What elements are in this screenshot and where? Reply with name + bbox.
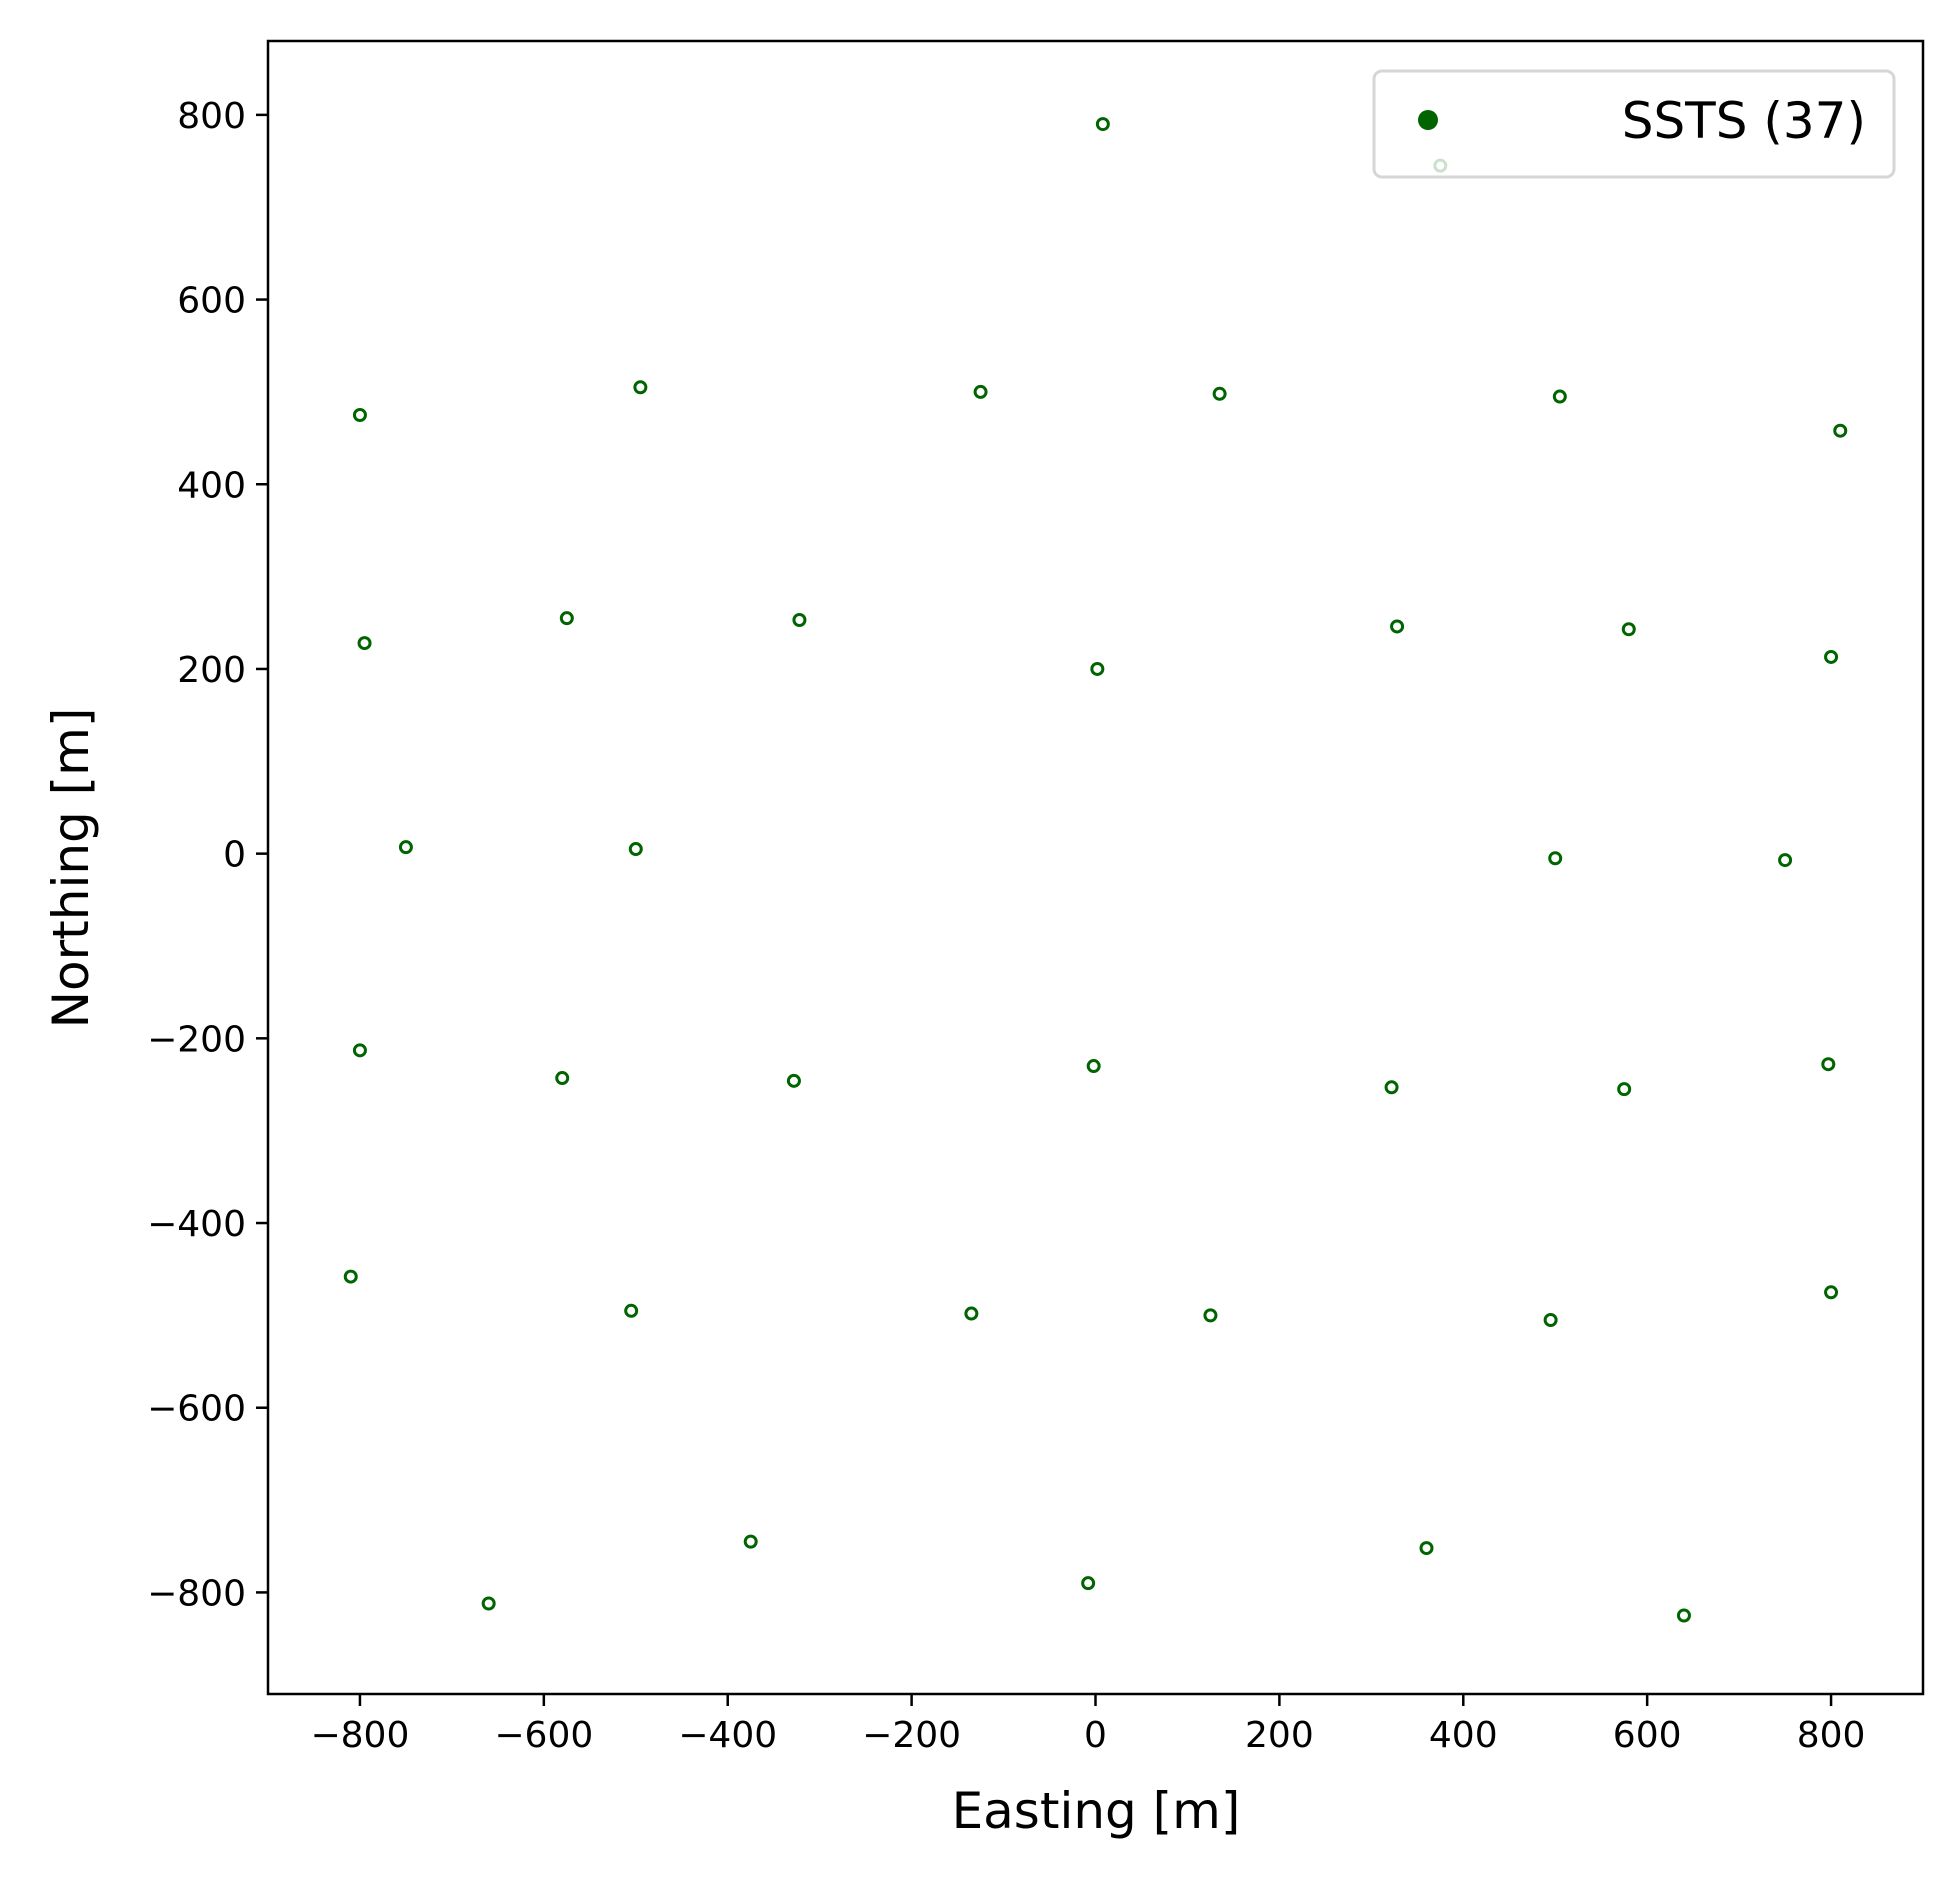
data-point xyxy=(624,1303,639,1318)
legend-frame xyxy=(1372,69,1896,179)
y-axis: −800 −600 −400 −200 0 200 400 600 800 xyxy=(147,96,268,1614)
legend: SSTS (37) xyxy=(1372,69,1896,179)
data-point xyxy=(1617,1082,1632,1097)
data-point xyxy=(964,1306,979,1321)
y-tick-label: 800 xyxy=(177,96,246,137)
legend-marker xyxy=(1418,110,1438,130)
data-point xyxy=(1384,1080,1399,1095)
x-tick-label: −400 xyxy=(678,1715,777,1756)
x-tick-label: 0 xyxy=(1084,1715,1107,1756)
y-axis-title: Northing [m] xyxy=(42,708,100,1029)
data-point xyxy=(786,1073,801,1088)
data-point xyxy=(1833,423,1848,438)
data-point xyxy=(343,1269,358,1284)
x-tick-label: 800 xyxy=(1797,1715,1866,1756)
y-tick-label: 400 xyxy=(177,465,246,506)
legend-label: SSTS (37) xyxy=(1622,92,1866,150)
data-point xyxy=(352,408,367,423)
data-point xyxy=(1390,619,1405,634)
data-point xyxy=(1203,1308,1218,1323)
data-point xyxy=(1095,117,1110,132)
data-point xyxy=(1621,622,1636,637)
y-tick-label: −200 xyxy=(147,1019,246,1060)
x-tick-label: −600 xyxy=(494,1715,593,1756)
y-tick-label: −400 xyxy=(147,1204,246,1245)
data-point xyxy=(555,1071,570,1086)
y-tick-label: 200 xyxy=(177,650,246,691)
y-tick-label: 600 xyxy=(177,281,246,322)
data-point xyxy=(628,842,643,857)
data-point xyxy=(1543,1312,1558,1327)
data-point xyxy=(1086,1059,1101,1074)
y-tick-label: −600 xyxy=(147,1389,246,1430)
data-point xyxy=(1212,386,1227,401)
x-tick-label: −800 xyxy=(310,1715,409,1756)
data-point xyxy=(357,636,372,651)
data-point xyxy=(1552,389,1567,404)
data-point xyxy=(1778,853,1793,868)
data-point xyxy=(352,1043,367,1058)
x-tick-label: 200 xyxy=(1245,1715,1314,1756)
x-tick-label: 600 xyxy=(1613,1715,1682,1756)
data-point xyxy=(1676,1608,1691,1623)
x-tick-label: 400 xyxy=(1429,1715,1498,1756)
data-point xyxy=(743,1534,758,1549)
x-tick-label: −200 xyxy=(862,1715,961,1756)
data-point xyxy=(1824,1285,1839,1300)
data-point xyxy=(1548,851,1563,866)
x-axis: −800 −600 −400 −200 0 200 400 600 800 xyxy=(310,1694,1865,1756)
x-axis-title: Easting [m] xyxy=(952,1782,1241,1840)
y-tick-label: 0 xyxy=(223,835,246,876)
data-point xyxy=(1419,1541,1434,1556)
y-tick-label: −800 xyxy=(147,1573,246,1614)
data-point xyxy=(1824,649,1839,664)
data-point xyxy=(633,380,648,395)
points-layer xyxy=(343,117,1848,1623)
data-point xyxy=(1081,1576,1096,1591)
data-point xyxy=(1090,661,1105,676)
data-point xyxy=(792,613,807,628)
data-point xyxy=(559,611,574,626)
data-point xyxy=(1821,1057,1836,1072)
data-point xyxy=(398,840,413,855)
data-point xyxy=(481,1596,496,1611)
data-point xyxy=(973,384,988,399)
